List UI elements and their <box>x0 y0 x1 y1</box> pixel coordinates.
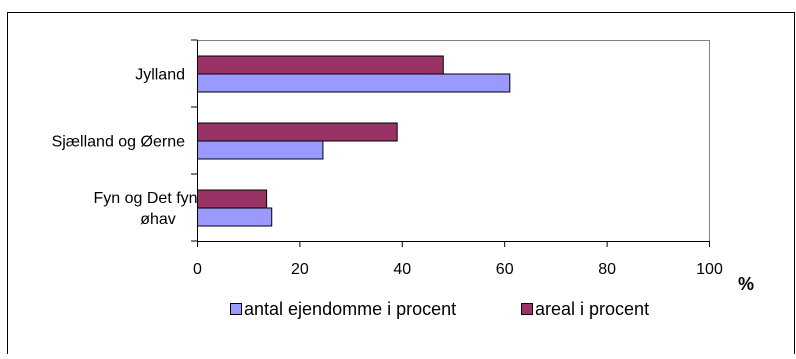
legend-entry-antal: antal ejendomme i procent <box>230 299 456 319</box>
category-labels: Jylland Sjælland og Øerne Fyn og Det fynsk… <box>52 67 223 229</box>
legend-swatch <box>230 303 242 315</box>
x-tick-label: 60 <box>496 261 514 278</box>
legend: antal ejendomme i procent areal i procent <box>230 299 649 319</box>
bars <box>197 55 511 227</box>
legend-label: antal ejendomme i procent <box>244 299 456 319</box>
category-label: Jylland <box>135 67 185 84</box>
category-label-line: Jylland <box>135 67 185 84</box>
category-label-line: Sjælland og Øerne <box>52 134 186 151</box>
category-label: Sjælland og Øerne <box>52 134 186 151</box>
category-label: Fyn og Det fynske øhav <box>94 190 223 228</box>
x-axis-label: % <box>738 274 754 294</box>
x-tick-label: 100 <box>696 261 723 278</box>
bar-antal-2 <box>197 207 273 227</box>
bar-antal-0 <box>197 73 511 93</box>
category-label-line: øhav <box>140 211 176 228</box>
bar-areal-2 <box>197 189 268 209</box>
legend-swatch <box>521 303 533 315</box>
x-tick-label: 80 <box>598 261 616 278</box>
x-tick-label: 20 <box>291 261 309 278</box>
legend-label: areal i procent <box>535 299 649 319</box>
x-tick-label: 0 <box>193 261 202 278</box>
bar-areal-1 <box>197 122 398 142</box>
bar-antal-1 <box>197 140 324 160</box>
x-axis: 0 20 40 60 80 100 <box>191 39 723 278</box>
bar-areal-0 <box>197 55 444 75</box>
legend-entry-areal: areal i procent <box>521 299 649 319</box>
x-tick-label: 40 <box>393 261 411 278</box>
category-label-line: Fyn og Det fynske <box>94 190 223 207</box>
